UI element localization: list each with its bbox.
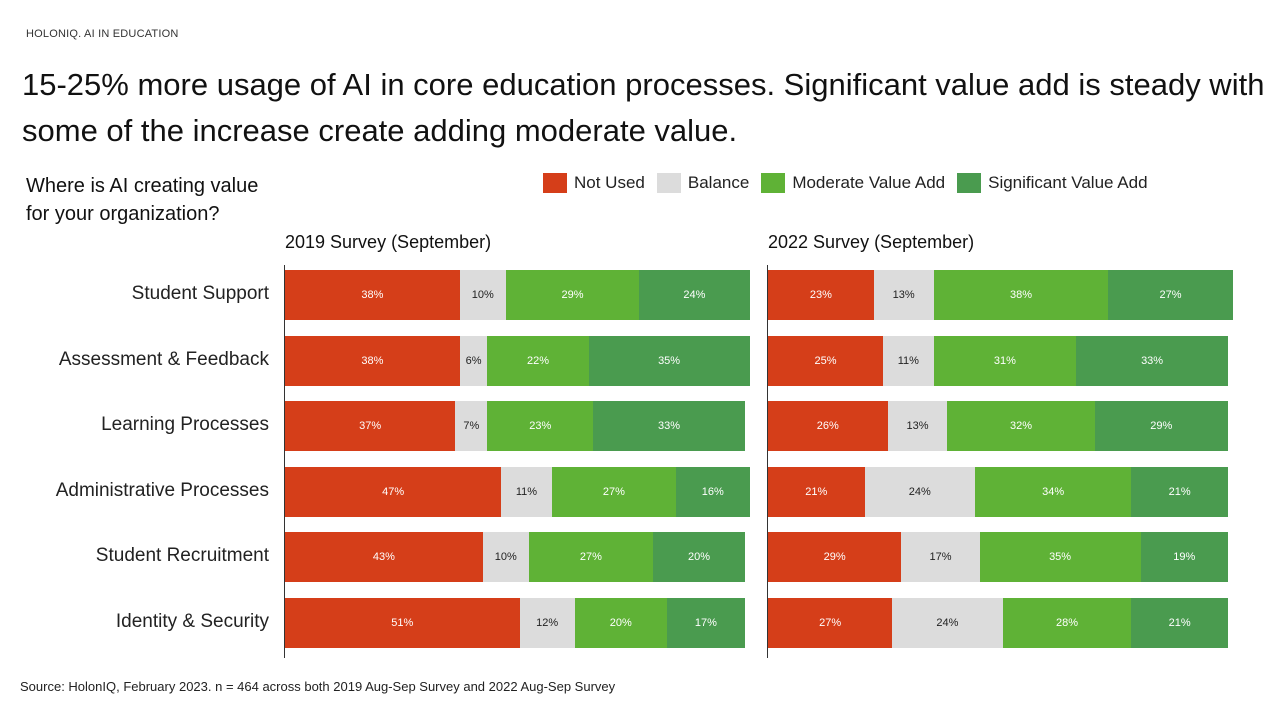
panel-2-bar-student-support: 23% 13% 38% 27% — [768, 270, 1233, 320]
panel-2-segment-assessment-and-feedback-moderate-value-add: 31% — [933, 335, 1077, 386]
panel-1-segment-student-recruitment-moderate-value-add: 27% — [528, 532, 653, 582]
category-label-assessment-and-feedback: Assessment & Feedback — [58, 348, 269, 370]
panel-2-segment-identity-and-security-not-used: 27% — [768, 597, 893, 648]
panel-2-segment-administrative-processes-balance: 24% — [864, 466, 975, 517]
panel-1-segment-student-recruitment-not-used: 43% — [285, 532, 483, 582]
panel-2-segment-student-recruitment-moderate-value-add: 35% — [979, 532, 1141, 582]
panel-1-segment-assessment-and-feedback-not-used: 38% — [285, 335, 460, 386]
panel-1-segment-learning-processes-not-used: 37% — [285, 401, 456, 451]
panel-2-segment-administrative-processes-significant-value-add: 21% — [1131, 466, 1228, 517]
chart-question-line-1: Where is AI creating value — [26, 175, 259, 197]
panel-1-segment-assessment-and-feedback-balance: 6% — [459, 335, 488, 386]
panel-2-segment-identity-and-security-significant-value-add: 21% — [1131, 597, 1228, 648]
legend-swatch-not-used — [543, 173, 567, 193]
legend-label-not-used: Not Used — [574, 173, 645, 192]
legend-item-moderate-value-add: Moderate Value Add — [761, 173, 945, 193]
panel-1-segment-identity-and-security-not-used: 51% — [285, 597, 520, 648]
panel-1-bar-identity-and-security: 51% 12% 20% 17% — [285, 597, 745, 648]
legend-swatch-significant-value-add — [957, 173, 982, 193]
category-label-administrative-processes: Administrative Processes — [55, 479, 269, 501]
legend-label-significant-value-add: Significant Value Add — [988, 173, 1148, 192]
category-label-learning-processes: Learning Processes — [101, 414, 269, 435]
panel-1-segment-administrative-processes-significant-value-add: 16% — [675, 466, 750, 517]
panel-2-segment-student-support-not-used: 23% — [768, 270, 874, 320]
chart-legend: Not Used Balance Moderate Value Add Signifi… — [543, 173, 1160, 193]
panel-1-segment-student-recruitment-balance: 10% — [482, 532, 529, 582]
panel-1-segment-identity-and-security-balance: 12% — [519, 597, 575, 648]
source-note: Source: HolonIQ, February 2023. n = 464 … — [20, 679, 616, 694]
panel-2-segment-student-recruitment-significant-value-add: 19% — [1140, 532, 1228, 582]
panel-1-segment-administrative-processes-balance: 11% — [501, 466, 552, 517]
panel-1-segment-learning-processes-significant-value-add: 33% — [593, 401, 745, 451]
panel-2-segment-learning-processes-not-used: 26% — [768, 401, 888, 451]
panel-1-segment-assessment-and-feedback-moderate-value-add: 22% — [487, 335, 589, 386]
panel-1-bar-assessment-and-feedback: 38% 6% 22% 35% — [285, 335, 750, 386]
panel-2-segment-learning-processes-balance: 13% — [887, 401, 948, 451]
legend-label-balance: Balance — [687, 173, 750, 192]
panel-1-segment-administrative-processes-moderate-value-add: 27% — [551, 466, 676, 517]
legend-swatch-balance — [656, 173, 681, 193]
panel-2-bar-learning-processes: 26% 13% 32% 29% — [768, 401, 1228, 451]
panel-1-segment-student-support-not-used: 38% — [285, 270, 460, 320]
panel-1-segment-identity-and-security-significant-value-add: 17% — [666, 597, 745, 648]
panel-2-segment-student-support-moderate-value-add: 38% — [933, 270, 1109, 320]
legend-label-moderate-value-add: Moderate Value Add — [792, 173, 946, 192]
panel-2-bar-identity-and-security: 27% 24% 28% 21% — [768, 597, 1228, 648]
panel-2-segment-student-recruitment-balance: 17% — [901, 532, 980, 582]
panel-2-segment-student-support-balance: 13% — [873, 270, 934, 320]
legend-swatch-moderate-value-add — [761, 173, 786, 193]
panel-1-title: 2019 Survey (September) — [285, 232, 492, 252]
panel-1-segment-identity-and-security-moderate-value-add: 20% — [574, 597, 667, 648]
panel-2-segment-administrative-processes-not-used: 21% — [768, 466, 865, 517]
legend-item-balance: Balance — [656, 173, 750, 193]
panel-1-bar-student-support: 38% 10% 29% 24% — [285, 270, 750, 320]
panel-2-segment-student-support-significant-value-add: 27% — [1108, 270, 1233, 320]
panel-1-segment-administrative-processes-not-used: 47% — [285, 466, 502, 517]
panel-2-bar-assessment-and-feedback: 25% 11% 31% 33% — [768, 335, 1228, 386]
panel-2-segment-administrative-processes-moderate-value-add: 34% — [974, 466, 1132, 517]
panel-2-segment-assessment-and-feedback-not-used: 25% — [768, 335, 883, 386]
panel-1-segment-learning-processes-balance: 7% — [455, 401, 488, 451]
panel-2-segment-student-recruitment-not-used: 29% — [768, 532, 902, 582]
panel-2-segment-assessment-and-feedback-significant-value-add: 33% — [1076, 335, 1228, 386]
panel-2-axis-line — [767, 265, 768, 658]
legend-item-significant-value-add: Significant Value Add — [957, 173, 1148, 193]
panel-2-segment-learning-processes-moderate-value-add: 32% — [947, 401, 1095, 451]
chart-question-line-2: for your organization? — [26, 203, 220, 225]
panel-1-segment-assessment-and-feedback-significant-value-add: 35% — [588, 335, 750, 386]
panel-1-segment-student-support-significant-value-add: 24% — [639, 270, 750, 320]
panel-1-bar-learning-processes: 37% 7% 23% 33% — [285, 401, 745, 451]
panel-1-bar-administrative-processes: 47% 11% 27% 16% — [285, 466, 750, 517]
category-label-identity-and-security: Identity & Security — [115, 610, 269, 632]
header-kicker: HOLONIQ. AI IN EDUCATION — [26, 28, 179, 40]
panel-2-bar-student-recruitment: 29% 17% 35% 19% — [768, 532, 1228, 582]
panel-1-segment-student-recruitment-significant-value-add: 20% — [652, 532, 745, 582]
category-label-student-support: Student Support — [131, 283, 269, 304]
legend-item-not-used: Not Used — [543, 173, 645, 193]
panel-1-axis-line — [284, 265, 285, 658]
panel-1-segment-student-support-balance: 10% — [459, 270, 506, 320]
panel-2-title: 2022 Survey (September) — [768, 232, 975, 252]
chart-question: Where is AI creating value for your orga… — [26, 172, 258, 228]
panel-2-bar-administrative-processes: 21% 24% 34% 21% — [768, 466, 1228, 517]
panel-2-segment-learning-processes-significant-value-add: 29% — [1094, 401, 1228, 451]
panel-2-segment-identity-and-security-balance: 24% — [892, 597, 1003, 648]
panel-1-bar-student-recruitment: 43% 10% 27% 20% — [285, 532, 745, 582]
category-label-student-recruitment: Student Recruitment — [95, 545, 269, 566]
panel-2-segment-identity-and-security-moderate-value-add: 28% — [1002, 597, 1132, 648]
page-title: 15-25% more usage of AI in core educatio… — [22, 67, 1265, 148]
panel-2-segment-assessment-and-feedback-balance: 11% — [883, 335, 934, 386]
panel-1-segment-student-support-moderate-value-add: 29% — [505, 270, 640, 320]
panel-1-segment-learning-processes-moderate-value-add: 23% — [487, 401, 594, 451]
